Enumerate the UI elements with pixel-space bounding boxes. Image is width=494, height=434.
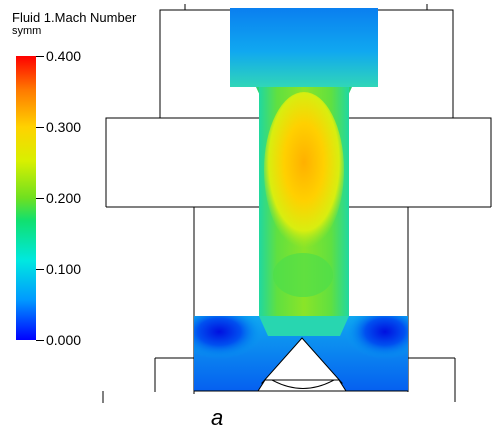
colorbar bbox=[16, 56, 36, 340]
colorbar-tick-label: 0.200 bbox=[46, 190, 82, 206]
colorbar-tick bbox=[36, 269, 44, 270]
colorbar-tick-label: 0.400 bbox=[46, 48, 82, 64]
colorbar-tick bbox=[36, 56, 44, 57]
colorbar-tick bbox=[36, 127, 44, 128]
figure-caption: a bbox=[211, 405, 224, 430]
colorbar-tick-label: 0.000 bbox=[46, 332, 82, 348]
colorbar-tick bbox=[36, 340, 44, 341]
colorbar-tick-label: 0.100 bbox=[46, 261, 82, 277]
legend-title: Fluid 1.Mach Number bbox=[12, 10, 137, 25]
colorbar-tick-label: 0.300 bbox=[46, 119, 82, 135]
colorbar-tick bbox=[36, 198, 44, 199]
legend-subtitle: symm bbox=[12, 25, 42, 37]
